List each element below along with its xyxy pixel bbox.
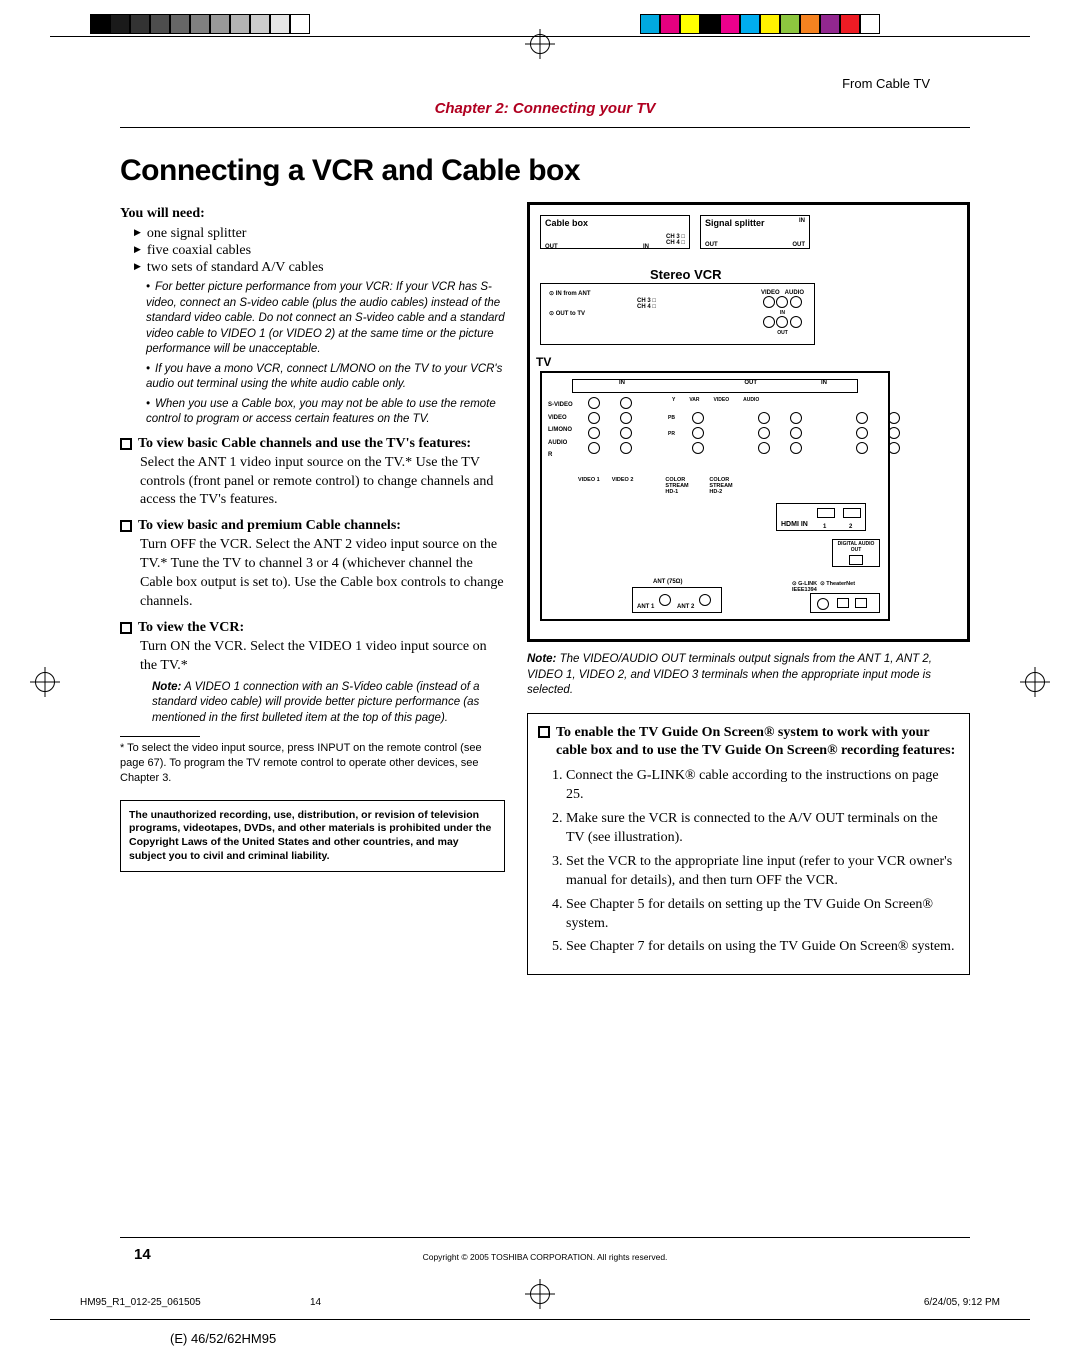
block-heading: To view basic Cable channels and use the…	[138, 436, 471, 452]
checkbox-icon	[120, 622, 132, 634]
doc-code: (E) 46/52/62HM95	[170, 1331, 276, 1346]
checkbox-icon	[120, 520, 132, 532]
need-heading: You will need:	[120, 206, 505, 222]
block-body: Turn ON the VCR. Select the VIDEO 1 vide…	[140, 638, 505, 676]
splitter-label: Signal splitter	[705, 218, 765, 228]
crop-line-bottom	[50, 1319, 1030, 1320]
diagram-vcr-box: ⊙ IN from ANT ⊙ OUT to TV CH 3 □ CH 4 □ …	[540, 283, 815, 345]
print-center: 14	[310, 1297, 321, 1308]
output-note: Note: The VIDEO/AUDIO OUT terminals outp…	[527, 652, 970, 699]
instruction-block: To view basic and premium Cable channels…	[120, 518, 505, 612]
page-content: Chapter 2: Connecting your TV Connecting…	[120, 100, 970, 1264]
tvguide-heading: To enable the TV Guide On Screen® system…	[556, 724, 959, 762]
block-heading: To view basic and premium Cable channels…	[138, 518, 401, 534]
note-label: Note:	[527, 653, 556, 665]
connection-diagram: Cable box CH 3 □ CH 4 □ IN OUT Signal sp…	[527, 202, 970, 642]
print-metadata: HM95_R1_012-25_061505 14 6/24/05, 9:12 P…	[80, 1297, 1000, 1308]
crop-mark-left	[35, 672, 55, 692]
footnote: * To select the video input source, pres…	[120, 736, 505, 786]
right-column: From Cable TV Cable box CH 3 □ CH 4 □ IN…	[527, 202, 970, 975]
tvguide-step: Set the VCR to the appropriate line inpu…	[566, 853, 959, 891]
stereo-vcr-label: Stereo VCR	[650, 267, 722, 282]
tvguide-step: Connect the G-LINK® cable according to t…	[566, 767, 959, 805]
need-note: For better picture performance from your…	[146, 280, 505, 358]
block-body: Select the ANT 1 video input source on t…	[140, 454, 505, 511]
block-heading: To view the VCR:	[138, 620, 244, 636]
instruction-block: To view the VCR: Turn ON the VCR. Select …	[120, 620, 505, 676]
checkbox-icon	[538, 726, 550, 738]
print-right: 6/24/05, 9:12 PM	[924, 1297, 1000, 1308]
page-title: Connecting a VCR and Cable box	[120, 154, 970, 188]
need-note: When you use a Cable box, you may not be…	[146, 397, 505, 428]
tvguide-steps: Connect the G-LINK® cable according to t…	[566, 767, 959, 957]
vcr-note-text: A VIDEO 1 connection with an S-Video cab…	[152, 681, 480, 724]
left-column: You will need: one signal splitterfive c…	[120, 202, 505, 975]
checkbox-icon	[120, 438, 132, 450]
print-left: HM95_R1_012-25_061505	[80, 1297, 201, 1308]
tvguide-step: Make sure the VCR is connected to the A/…	[566, 810, 959, 848]
tvguide-step: See Chapter 7 for details on using the T…	[566, 938, 959, 957]
tvguide-step: See Chapter 5 for details on setting up …	[566, 896, 959, 934]
copyright-warning-box: The unauthorized recording, use, distrib…	[120, 800, 505, 873]
diagram-cable-box: Cable box CH 3 □ CH 4 □ IN OUT	[540, 215, 690, 249]
crop-line-top	[50, 36, 1030, 37]
footnote-text: * To select the video input source, pres…	[120, 741, 505, 786]
crop-mark-right	[1025, 672, 1045, 692]
need-list: one signal splitterfive coaxial cablestw…	[134, 226, 505, 276]
output-note-text: The VIDEO/AUDIO OUT terminals output sig…	[527, 653, 932, 696]
copyright-text: Copyright © 2005 TOSHIBA CORPORATION. Al…	[120, 1252, 970, 1262]
chapter-header: Chapter 2: Connecting your TV	[120, 100, 970, 123]
instruction-block: To view basic Cable channels and use the…	[120, 436, 505, 511]
vcr-note: Note: A VIDEO 1 connection with an S-Vid…	[152, 680, 505, 727]
header-rule	[120, 127, 970, 128]
tvguide-box: To enable the TV Guide On Screen® system…	[527, 713, 970, 976]
need-item: five coaxial cables	[134, 243, 505, 259]
block-body: Turn OFF the VCR. Select the ANT 2 video…	[140, 536, 505, 612]
tv-label: TV	[536, 355, 551, 369]
need-note: If you have a mono VCR, connect L/MONO o…	[146, 362, 505, 393]
cable-box-label: Cable box	[545, 218, 588, 228]
page-footer: 14 Copyright © 2005 TOSHIBA CORPORATION.…	[120, 1233, 970, 1264]
note-label: Note:	[152, 681, 181, 693]
need-item: one signal splitter	[134, 226, 505, 242]
need-notes: For better picture performance from your…	[146, 280, 505, 428]
need-item: two sets of standard A/V cables	[134, 260, 505, 276]
diagram-tv-box: IN OUT IN S-VIDEO VIDEO L/MONO AUDIO R	[540, 371, 890, 621]
diagram-splitter: Signal splitter IN OUT OUT	[700, 215, 810, 249]
from-cable-label: From Cable TV	[842, 76, 930, 91]
